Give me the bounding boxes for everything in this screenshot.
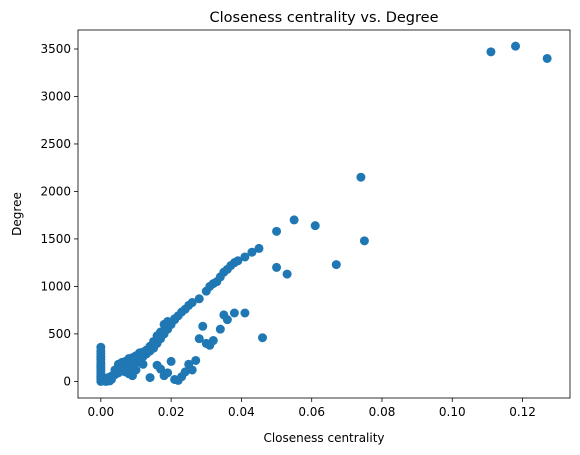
data-point — [272, 226, 282, 236]
data-point — [198, 321, 208, 331]
data-point — [131, 365, 141, 375]
y-tick-label: 1500 — [40, 232, 71, 246]
data-point — [258, 333, 267, 343]
data-point — [272, 262, 282, 272]
data-point — [511, 41, 521, 51]
data-point — [215, 324, 225, 334]
data-point — [145, 373, 155, 383]
data-point — [240, 308, 250, 318]
data-points — [96, 41, 552, 386]
y-tick-label: 3500 — [40, 42, 71, 56]
data-point — [254, 243, 264, 253]
data-point — [222, 315, 232, 325]
data-point — [194, 334, 204, 344]
x-tick-label: 0.10 — [439, 405, 466, 419]
data-point — [310, 221, 320, 231]
data-point — [156, 364, 166, 374]
y-tick-label: 2000 — [40, 184, 71, 198]
plot-frame — [77, 29, 571, 399]
data-point — [166, 356, 176, 366]
y-tick-label: 2500 — [40, 137, 71, 151]
x-tick-label: 0.00 — [87, 405, 114, 419]
x-tick-label: 0.12 — [509, 405, 536, 419]
x-tick-label: 0.04 — [228, 405, 255, 419]
y-tick-label: 0 — [63, 374, 71, 388]
y-tick-label: 500 — [48, 327, 71, 341]
data-point — [240, 252, 250, 262]
data-point — [187, 365, 197, 375]
data-point — [356, 172, 366, 182]
y-tick-label: 3000 — [40, 89, 71, 103]
data-point — [187, 298, 197, 308]
data-point — [229, 308, 239, 318]
y-tick-label: 1000 — [40, 279, 71, 293]
data-point — [233, 256, 243, 266]
x-axis-label: Closeness centrality — [263, 431, 384, 445]
y-axis-label: Degree — [10, 192, 24, 236]
x-tick-label: 0.08 — [369, 405, 396, 419]
x-tick-label: 0.06 — [298, 405, 325, 419]
data-point — [289, 215, 299, 225]
x-tick-label: 0.02 — [158, 405, 185, 419]
data-point — [163, 368, 173, 378]
data-point — [359, 236, 369, 246]
chart-title: Closeness centrality vs. Degree — [209, 10, 438, 26]
data-point — [138, 359, 148, 369]
data-point — [170, 314, 180, 324]
data-point — [191, 355, 201, 365]
data-point — [156, 327, 166, 337]
data-point — [331, 260, 341, 270]
data-point — [486, 47, 496, 57]
data-point — [542, 53, 552, 63]
data-point — [194, 294, 204, 304]
data-point — [180, 367, 190, 377]
data-point — [208, 336, 218, 346]
axis-ticks: 0.00 0.02 0.04 0.06 0.08 0.10 0.12 0 500 1000 1500… — [40, 42, 535, 419]
data-point — [282, 269, 292, 279]
data-point — [247, 247, 257, 257]
